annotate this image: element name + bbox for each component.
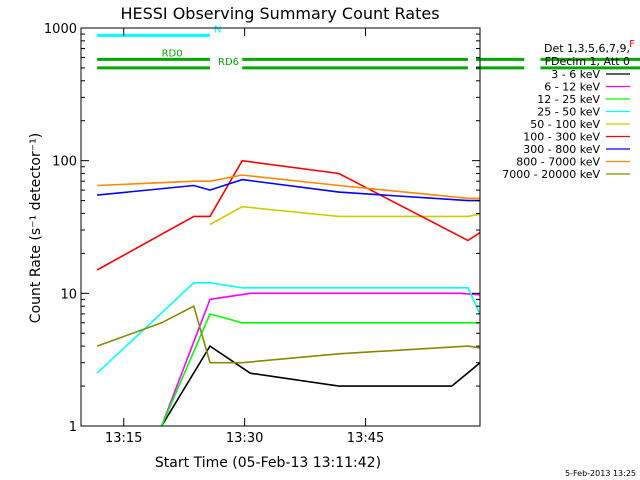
- legend-label-9: 7000 - 20000 keV: [502, 168, 600, 181]
- legend: Det 1,3,5,6,7,9,FDecim 1, Att 03 - 6 keV…: [502, 42, 630, 181]
- flag-label-rd6: RD6: [218, 57, 239, 68]
- y-axis-label: Count Rate (s⁻¹ detector⁻¹): [28, 133, 44, 323]
- y-tick-label-4: 1000: [44, 22, 77, 37]
- legend-header-1: Det 1,3,5,6,7,9,: [544, 42, 630, 55]
- flags-layer: N RD0 RD6 F: [97, 24, 640, 70]
- series-line-6: [96, 159, 480, 271]
- legend-label-5: 50 - 100 keV: [530, 118, 600, 131]
- legend-header-2: FDecim 1, Att 0: [545, 55, 630, 68]
- y-tick-label-2: 10: [60, 287, 77, 302]
- x-tick-label-3: 13:45: [347, 431, 384, 446]
- series-line-8: [97, 174, 480, 200]
- legend-label-7: 300 - 800 keV: [523, 143, 600, 156]
- legend-label-2: 6 - 12 keV: [544, 81, 600, 94]
- legend-label-3: 12 - 25 keV: [537, 93, 600, 106]
- legend-label-4: 25 - 50 keV: [537, 106, 600, 119]
- x-tick-label-1: 13:15: [105, 431, 142, 446]
- axes-layer: 13:15 13:30 13:45 1 10 100 1000: [44, 22, 481, 446]
- series-line-4: [96, 281, 480, 374]
- series-line-1: [160, 344, 480, 426]
- series-line-7: [97, 178, 480, 202]
- flag-label-n: N: [214, 24, 221, 35]
- series-group: [96, 159, 480, 426]
- x-tick-label-2: 13:30: [226, 431, 263, 446]
- flag-label-f: F: [629, 39, 635, 50]
- series-line-2: [160, 292, 480, 426]
- series-line-3: [160, 312, 480, 426]
- legend-label-6: 100 - 300 keV: [523, 131, 600, 144]
- series-line-9: [96, 305, 480, 364]
- y-tick-label-1: 1: [69, 420, 77, 435]
- x-axis-label: Start Time (05-Feb-13 13:11:42): [155, 455, 381, 471]
- plot-frame: [80, 27, 481, 427]
- chart-title: HESSI Observing Summary Count Rates: [120, 4, 439, 23]
- series-line-5: [209, 205, 480, 226]
- flag-label-rd0: RD0: [162, 48, 183, 59]
- legend-label-1: 3 - 6 keV: [551, 68, 600, 81]
- legend-label-8: 800 - 7000 keV: [516, 156, 600, 169]
- footer-date: 5-Feb-2013 13:25: [565, 469, 636, 478]
- plot-area: [96, 159, 480, 426]
- y-tick-label-3: 100: [52, 155, 77, 170]
